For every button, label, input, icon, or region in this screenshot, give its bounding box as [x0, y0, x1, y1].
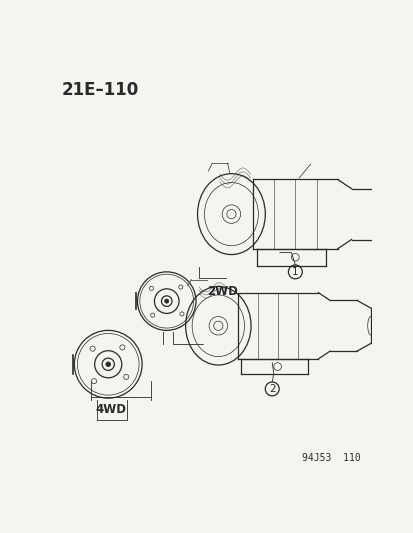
Circle shape: [106, 362, 110, 367]
Circle shape: [164, 299, 169, 303]
Text: 21E–110: 21E–110: [62, 81, 139, 99]
Text: 1: 1: [291, 267, 298, 277]
Text: 94J53  110: 94J53 110: [301, 453, 360, 463]
Text: 4WD: 4WD: [95, 403, 126, 416]
Text: 2WD: 2WD: [206, 285, 237, 298]
Text: 2: 2: [268, 384, 275, 394]
